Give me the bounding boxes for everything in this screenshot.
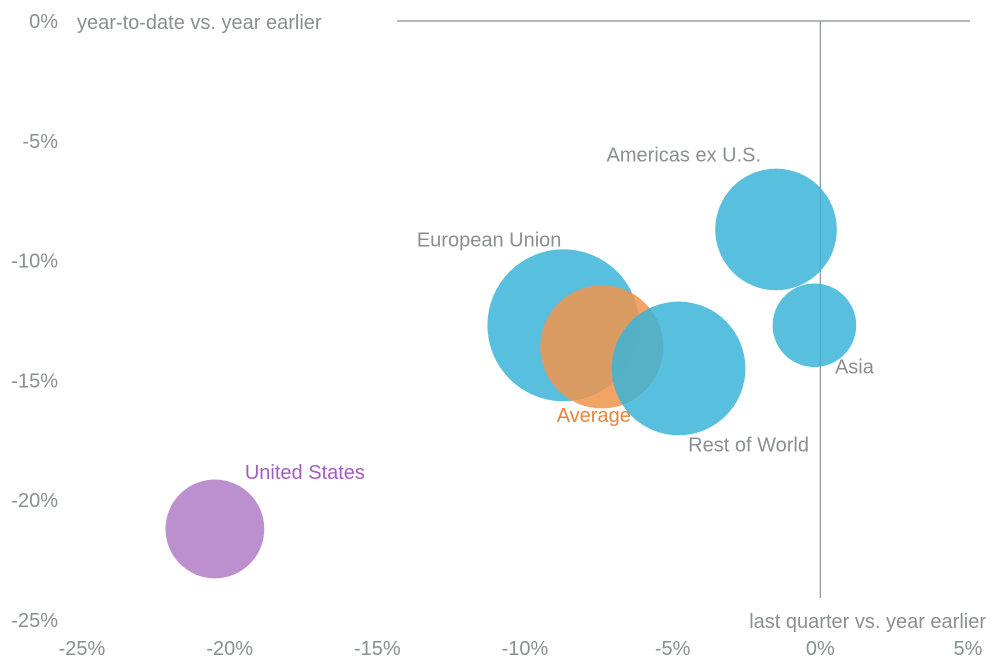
label-united-states: United States (245, 462, 365, 484)
bubble-layer (165, 168, 857, 579)
y-tick-label: -15% (11, 370, 58, 392)
y-axis-title: year-to-date vs. year earlier (77, 12, 322, 34)
label-layer: European Union Average Rest of World Americ… (245, 144, 875, 484)
y-tick-label: -25% (11, 610, 58, 632)
y-tick-label: -10% (11, 251, 58, 273)
x-tick-label: 5% (954, 638, 983, 660)
axes-layer: 0% -5% -10% -15% -20% -25%-25% -20% -15% -10% -5%… (11, 11, 982, 660)
y-tick-label: 0% (29, 11, 58, 33)
label-americas-ex-u-s: Americas ex U.S. (607, 144, 761, 166)
y-tick-label: -5% (22, 131, 58, 153)
x-tick-label: -25% (59, 638, 106, 660)
x-tick-label: -10% (502, 638, 549, 660)
label-asia: Asia (835, 356, 875, 378)
label-rest-of-world: Rest of World (688, 434, 809, 456)
y-tick-label: -20% (11, 490, 58, 512)
bubble-asia (772, 283, 857, 368)
bubble-rest-of-world (611, 301, 746, 436)
x-tick-label: 0% (806, 638, 835, 660)
x-tick-label: -20% (206, 638, 253, 660)
label-average: Average (557, 405, 631, 427)
x-axis-title: last quarter vs. year earlier (749, 611, 986, 633)
x-tick-label: -5% (655, 638, 691, 660)
bubble-united-states (165, 479, 265, 579)
bubble-americas-ex-u-s (715, 168, 837, 291)
x-tick-label: -15% (354, 638, 401, 660)
label-european-union: European Union (417, 229, 562, 251)
